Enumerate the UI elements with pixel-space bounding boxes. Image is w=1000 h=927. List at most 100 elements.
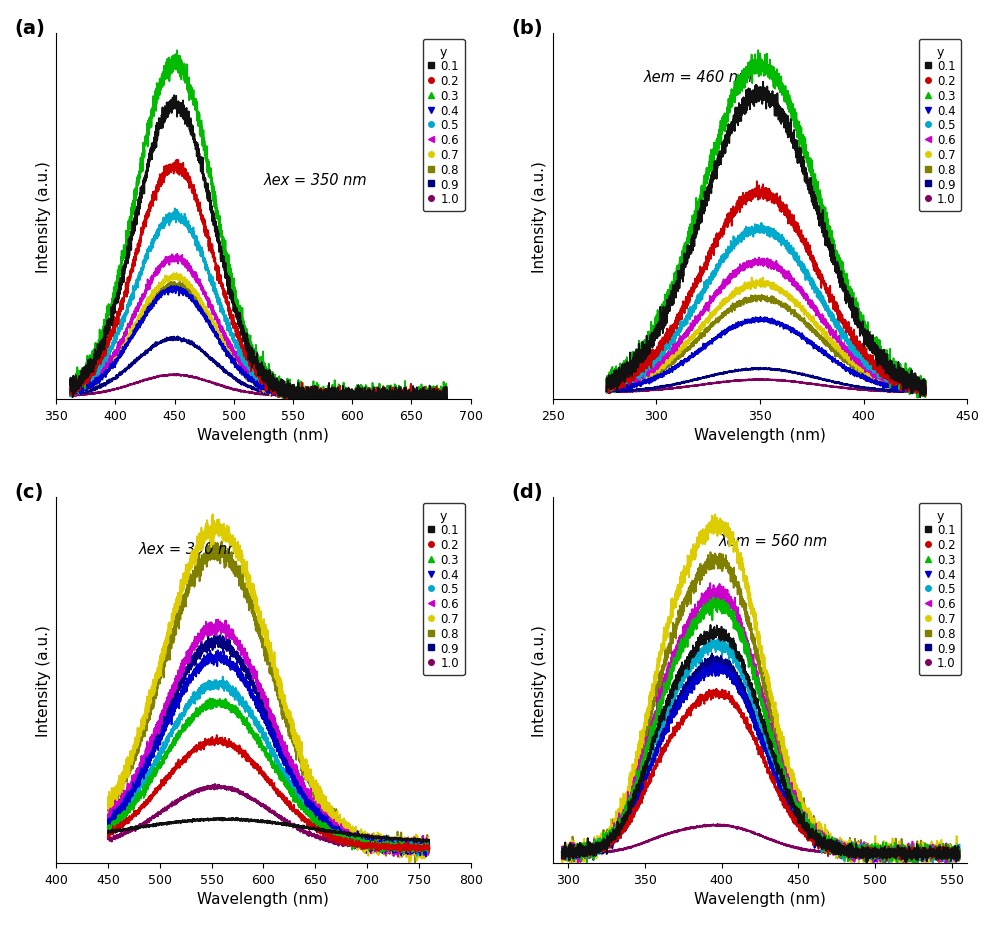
0.1 bbox=[158, 818, 170, 829]
0.1 bbox=[637, 344, 649, 355]
0.4 bbox=[239, 675, 251, 686]
0.4 bbox=[708, 663, 720, 674]
1.0 bbox=[209, 379, 221, 390]
0.2 bbox=[710, 683, 722, 694]
0.5 bbox=[556, 850, 568, 861]
0.4 bbox=[434, 394, 446, 405]
0.2 bbox=[903, 846, 915, 857]
0.7 bbox=[601, 833, 613, 844]
0.7 bbox=[564, 857, 576, 869]
0.6 bbox=[64, 391, 76, 402]
0.7 bbox=[403, 857, 415, 869]
0.4 bbox=[225, 659, 237, 670]
0.1 bbox=[216, 812, 228, 823]
0.9 bbox=[601, 837, 613, 848]
0.8 bbox=[919, 388, 931, 400]
0.7 bbox=[556, 847, 568, 858]
0.9 bbox=[393, 392, 405, 403]
0.2 bbox=[211, 730, 223, 741]
0.3 bbox=[130, 195, 142, 206]
0.9 bbox=[914, 387, 926, 399]
0.8 bbox=[417, 837, 429, 848]
0.6 bbox=[239, 658, 251, 669]
0.8 bbox=[879, 378, 891, 389]
0.6 bbox=[954, 845, 966, 857]
0.3 bbox=[920, 376, 932, 387]
0.5 bbox=[107, 341, 119, 352]
0.8 bbox=[158, 657, 170, 668]
0.9 bbox=[890, 856, 902, 867]
0.8 bbox=[107, 359, 119, 370]
0.7 bbox=[139, 710, 151, 721]
0.5 bbox=[130, 278, 142, 289]
1.0 bbox=[601, 846, 613, 857]
1.0 bbox=[737, 375, 749, 387]
0.5 bbox=[169, 204, 181, 215]
0.2 bbox=[556, 849, 568, 860]
0.9 bbox=[417, 841, 429, 852]
0.6 bbox=[572, 857, 584, 869]
0.9 bbox=[410, 851, 422, 862]
0.4 bbox=[225, 352, 237, 363]
0.8 bbox=[204, 536, 216, 547]
0.7 bbox=[434, 389, 446, 400]
0.7 bbox=[920, 387, 932, 399]
0.6 bbox=[919, 389, 931, 400]
0.5 bbox=[726, 650, 738, 661]
0.6 bbox=[107, 350, 119, 362]
0.2 bbox=[723, 217, 735, 228]
0.8 bbox=[441, 390, 453, 401]
1.0 bbox=[417, 843, 429, 854]
0.1 bbox=[704, 620, 716, 631]
0.5 bbox=[102, 818, 114, 829]
Line: 0.3: 0.3 bbox=[607, 51, 926, 399]
0.8 bbox=[139, 716, 151, 727]
1.0 bbox=[102, 832, 114, 844]
0.8 bbox=[434, 390, 446, 401]
0.6 bbox=[441, 389, 453, 400]
0.8 bbox=[209, 326, 221, 337]
0.2 bbox=[107, 328, 119, 339]
0.8 bbox=[625, 786, 637, 797]
0.2 bbox=[751, 176, 763, 187]
0.4 bbox=[637, 375, 649, 387]
0.1 bbox=[102, 828, 114, 839]
0.4 bbox=[950, 857, 962, 868]
0.3 bbox=[556, 847, 568, 858]
0.3 bbox=[637, 348, 649, 359]
0.3 bbox=[946, 850, 958, 861]
0.8 bbox=[130, 320, 142, 331]
0.3 bbox=[158, 758, 170, 769]
0.7 bbox=[207, 509, 219, 520]
Line: 1.0: 1.0 bbox=[70, 375, 447, 398]
0.1 bbox=[656, 324, 668, 336]
0.9 bbox=[708, 654, 720, 665]
0.2 bbox=[139, 801, 151, 812]
0.5 bbox=[64, 385, 76, 396]
0.4 bbox=[946, 849, 958, 860]
0.8 bbox=[601, 836, 613, 847]
0.4 bbox=[903, 850, 915, 861]
0.7 bbox=[954, 848, 966, 859]
0.2 bbox=[130, 256, 142, 267]
0.8 bbox=[897, 857, 909, 869]
1.0 bbox=[225, 384, 237, 395]
0.1 bbox=[726, 641, 738, 652]
0.7 bbox=[225, 349, 237, 361]
Line: 1.0: 1.0 bbox=[562, 824, 960, 855]
0.1 bbox=[64, 375, 76, 386]
0.4 bbox=[165, 281, 177, 292]
0.1 bbox=[861, 857, 873, 869]
0.7 bbox=[423, 843, 435, 854]
0.6 bbox=[601, 386, 613, 397]
0.8 bbox=[423, 841, 435, 852]
1.0 bbox=[139, 817, 151, 828]
0.3 bbox=[726, 608, 738, 619]
0.5 bbox=[411, 850, 423, 861]
Text: λem = 560 nm: λem = 560 nm bbox=[718, 534, 828, 549]
0.8 bbox=[946, 844, 958, 856]
0.1 bbox=[737, 95, 749, 106]
0.4 bbox=[441, 391, 453, 402]
0.4 bbox=[420, 851, 432, 862]
0.9 bbox=[202, 628, 214, 639]
